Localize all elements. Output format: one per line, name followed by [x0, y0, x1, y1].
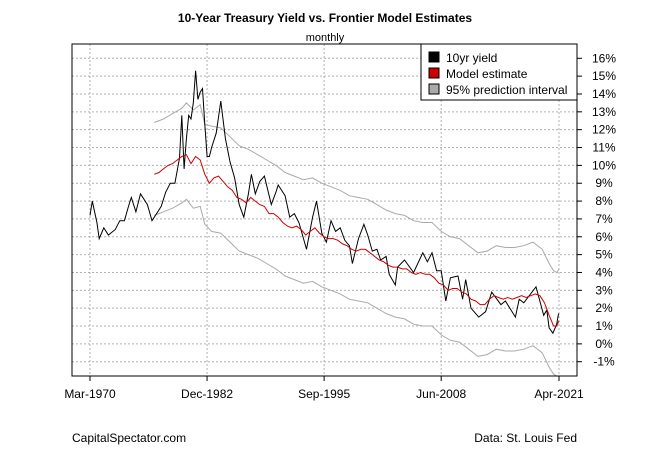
y-tick-label: 13%	[592, 105, 616, 119]
y-tick-label: 10%	[592, 158, 616, 172]
x-tick-label: Sep-1995	[298, 387, 350, 401]
model-estimate-line	[154, 154, 560, 327]
y-tick-label: 8%	[595, 194, 613, 208]
y-tick-label: 16%	[592, 51, 616, 65]
chart-title: 10-Year Treasury Yield vs. Frontier Mode…	[178, 11, 472, 25]
y-tick-label: 15%	[592, 69, 616, 83]
y-tick-label: 0%	[595, 337, 613, 351]
footer-source-site: CapitalSpectator.com	[72, 431, 186, 445]
y-tick-label: 1%	[595, 319, 613, 333]
x-tick-label: Dec-1982	[181, 387, 233, 401]
prediction-interval-upper-line	[154, 102, 560, 274]
legend-item-model-estimate-swatch	[428, 67, 440, 79]
y-tick-label: 6%	[595, 230, 613, 244]
y-tick-label: 3%	[595, 283, 613, 297]
ten-year-yield-line	[89, 70, 560, 335]
y-tick-label: 7%	[595, 212, 613, 226]
y-tick-label: 4%	[595, 265, 613, 279]
footer-data-source: Data: St. Louis Fed	[474, 431, 577, 445]
series-layer	[89, 70, 560, 377]
prediction-interval-lower-line	[154, 198, 557, 377]
legend: 10yr yield Model estimate 95% prediction i…	[420, 43, 578, 101]
grid	[72, 44, 577, 376]
x-tick-label: Apr-2021	[534, 387, 584, 401]
legend-item-prediction-interval: 95% prediction interval	[446, 83, 567, 97]
legend-box	[420, 43, 578, 101]
y-tick-label: 9%	[595, 176, 613, 190]
y-tick-label: -1%	[593, 355, 615, 369]
x-tick-label: Jun-2008	[416, 387, 466, 401]
axes: -1% 0% 1% 2% 3% 4% 5% 6% 7% 8% 9% 10% 11% 12% 13% 14% 15…	[64, 51, 616, 401]
y-tick-label: 11%	[592, 141, 615, 155]
legend-item-10yr-yield-swatch	[428, 51, 440, 63]
legend-item-model-estimate: Model estimate	[446, 67, 528, 81]
y-tick-label: 2%	[595, 301, 613, 315]
chart-subtitle: monthly	[306, 32, 345, 44]
y-tick-label: 14%	[592, 87, 616, 101]
legend-item-10yr-yield: 10yr yield	[446, 51, 497, 65]
legend-item-prediction-interval-swatch	[428, 83, 440, 95]
y-tick-label: 12%	[592, 123, 616, 137]
x-tick-label: Mar-1970	[64, 387, 116, 401]
y-tick-label: 5%	[595, 248, 613, 262]
